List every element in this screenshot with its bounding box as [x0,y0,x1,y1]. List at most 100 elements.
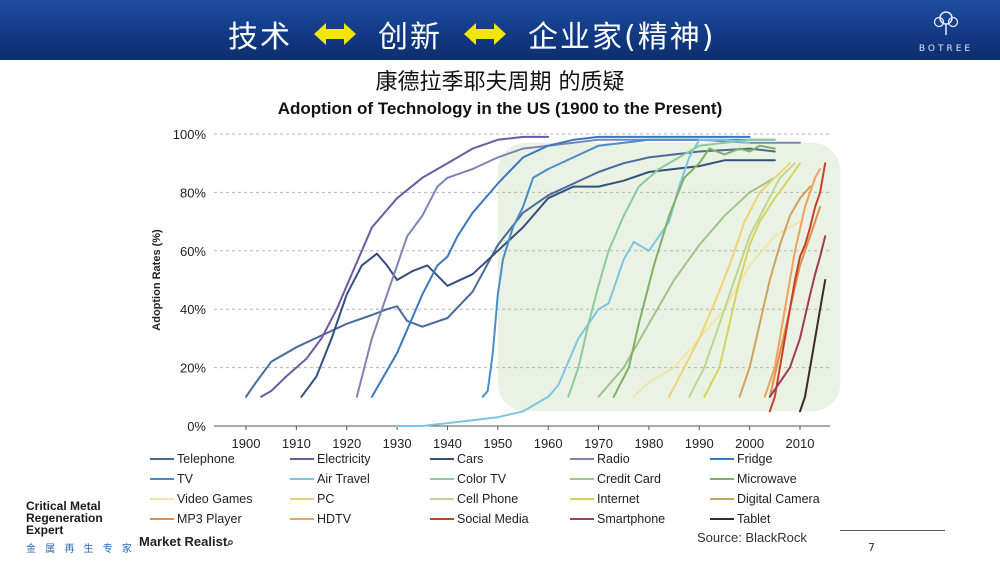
legend-label: Telephone [177,452,235,466]
y-tick-label: 100% [173,127,207,142]
legend-label: Cars [457,452,484,466]
legend-swatch [710,478,734,480]
x-tick-label: 1910 [282,436,311,451]
legend-item: Social Media [430,510,570,528]
legend-label: TV [177,472,193,486]
legend-label: Internet [597,492,640,506]
double-arrow-icon [464,23,506,45]
y-tick-label: 40% [180,302,206,317]
title-banner: 技术 创新 企业家(精神) BOTREE [0,0,1000,60]
chart-legend: Telephone Electricity Cars Radio Fridge TV Air… [150,450,850,528]
x-tick-label: 1970 [584,436,613,451]
legend-item: Cell Phone [430,490,570,508]
legend-label: Digital Camera [737,492,820,506]
legend-label: Video Games [177,492,253,506]
legend-item: MP3 Player [150,510,290,528]
legend-label: Cell Phone [457,492,519,506]
legend-swatch [570,478,594,480]
logo-line-2: Regeneration [26,511,103,525]
slide-subtitle: 康德拉季耶夫周期 的质疑 [375,70,625,95]
x-tick-label: 1980 [634,436,663,451]
legend-swatch [150,518,174,520]
series-line-smartphone [768,235,827,398]
series-line-credit-card [597,176,776,398]
legend-swatch [570,458,594,460]
legend-swatch [430,478,454,480]
legend-swatch [570,518,594,520]
legend-swatch [710,498,734,500]
x-tick-label: 1940 [433,436,462,451]
series-line-pc [668,162,791,398]
legend-item: Electricity [290,450,430,468]
market-realist-text: Market Realist [139,534,228,549]
page-number: 7 [868,541,875,554]
y-axis-label: Adoption Rates (%) [151,229,163,331]
tree-icon [933,11,959,35]
series-line-digital-camera [738,185,812,398]
series-line-cell-phone [688,162,796,398]
series-line-video-games [632,220,801,398]
series-line-cars [300,159,776,398]
x-tick-label: 1950 [483,436,512,451]
legend-swatch [290,518,314,520]
legend-swatch [570,498,594,500]
banner-title: 技术 创新 企业家(精神) [228,12,715,56]
legend-swatch [290,458,314,460]
series-line-internet [703,162,801,398]
legend-label: PC [317,492,335,506]
series-line-hdtv [763,168,822,398]
magnifier-icon: ⌕ [227,535,234,549]
x-tick-label: 1990 [685,436,714,451]
legend-label: Fridge [737,452,773,466]
y-tick-label: 80% [180,185,206,200]
double-arrow-icon [314,23,356,45]
market-realist-logo: Market Realist⌕ [139,534,234,550]
y-tick-label: 60% [180,244,206,259]
series-line-social-media [768,162,827,413]
legend-swatch [710,518,734,520]
legend-label: Air Travel [317,472,370,486]
x-tick-label: 1960 [534,436,563,451]
legend-item: Microwave [710,470,850,488]
legend-swatch [150,478,174,480]
legend-swatch [150,458,174,460]
legend-label: Credit Card [597,472,661,486]
legend-item: Video Games [150,490,290,508]
legend-swatch [430,498,454,500]
legend-label: Smartphone [597,512,666,526]
botree-logo: BOTREE [906,6,986,56]
legend-item: Cars [430,450,570,468]
series-line-color-tv [567,138,776,398]
legend-item: PC [290,490,430,508]
legend-swatch [710,458,734,460]
divider [840,530,945,531]
banner-word-innovation: 创新 [378,20,442,55]
legend-item: Radio [570,450,710,468]
x-tick-label: 1900 [232,436,261,451]
series-line-telephone [245,147,776,398]
legend-item: Air Travel [290,470,430,488]
legend-label: Tablet [737,512,771,526]
legend-swatch [430,458,454,460]
legend-label: Microwave [737,472,797,486]
y-tick-label: 0% [187,419,206,434]
legend-swatch [150,498,174,500]
legend-item: Internet [570,490,710,508]
chart-title: Adoption of Technology in the US (1900 t… [277,99,723,118]
series-line-microwave [612,144,776,398]
legend-label: Color TV [457,472,507,486]
series-line-mp3-player [768,206,822,398]
brand-name: BOTREE [918,44,974,54]
series-line-tv [481,138,776,398]
legend-item: Telephone [150,450,290,468]
logo-line-1: Critical Metal [26,499,101,513]
legend-item: TV [150,470,290,488]
legend-item: Digital Camera [710,490,850,508]
legend-item: HDTV [290,510,430,528]
legend-item: Smartphone [570,510,710,528]
logo-line-3: Expert [26,523,64,537]
legend-swatch [430,518,454,520]
critical-metal-logo-cn: 金 属 再 生 专 家 [26,544,135,555]
legend-label: Social Media [457,512,529,526]
